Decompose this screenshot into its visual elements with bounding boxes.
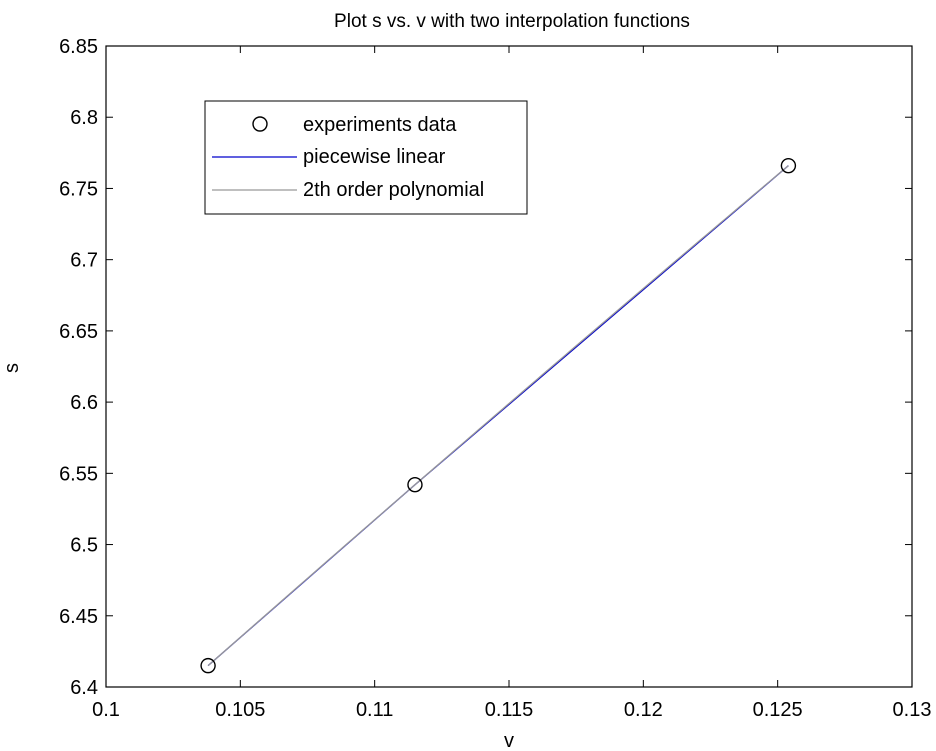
y-axis-label: s: [1, 363, 23, 373]
y-tick-label: 6.4: [70, 677, 98, 699]
x-tick-label: 0.115: [485, 699, 534, 721]
y-tick-label: 6.8: [70, 107, 98, 129]
x-tick-label: 0.12: [624, 699, 663, 721]
legend: experiments data piecewise linear 2th or…: [204, 100, 528, 215]
legend-label-piecewise-linear: piecewise linear: [303, 146, 446, 168]
data-point-marker: [780, 157, 797, 174]
legend-label-2th-order-polynomial: 2th order polynomial: [303, 179, 484, 201]
data-markers: [200, 157, 797, 674]
axis-ticks: 0.1 0.105 0.11 0.115 0.12 0.125 0.13 6.4 6.45 6.5…: [59, 36, 931, 721]
x-tick-label: 0.1: [92, 699, 120, 721]
data-series: [207, 165, 789, 667]
y-tick-label: 6.55: [59, 463, 98, 485]
data-point-marker: [200, 657, 216, 674]
y-tick-label: 6.75: [59, 178, 98, 200]
x-tick-label: 0.125: [753, 699, 803, 721]
y-tick-label: 6.65: [59, 321, 98, 343]
y-tick-label: 6.7: [70, 250, 98, 272]
y-tick-label: 6.5: [70, 535, 98, 557]
data-point-marker: [407, 477, 423, 493]
series-line: [207, 165, 789, 667]
y-tick-label: 6.6: [70, 392, 98, 414]
legend-label-experiments-data: experiments data: [303, 114, 457, 136]
legend-marker-experiments-data: [252, 116, 268, 132]
x-tick-label: 0.13: [893, 699, 932, 721]
chart-title: Plot s vs. v with two interpolation func…: [334, 11, 690, 32]
y-tick-label: 6.45: [59, 606, 98, 628]
x-tick-label: 0.11: [356, 699, 393, 721]
x-axis-label: v: [504, 730, 514, 751]
y-tick-label: 6.85: [59, 36, 98, 58]
x-tick-label: 0.105: [215, 699, 265, 721]
